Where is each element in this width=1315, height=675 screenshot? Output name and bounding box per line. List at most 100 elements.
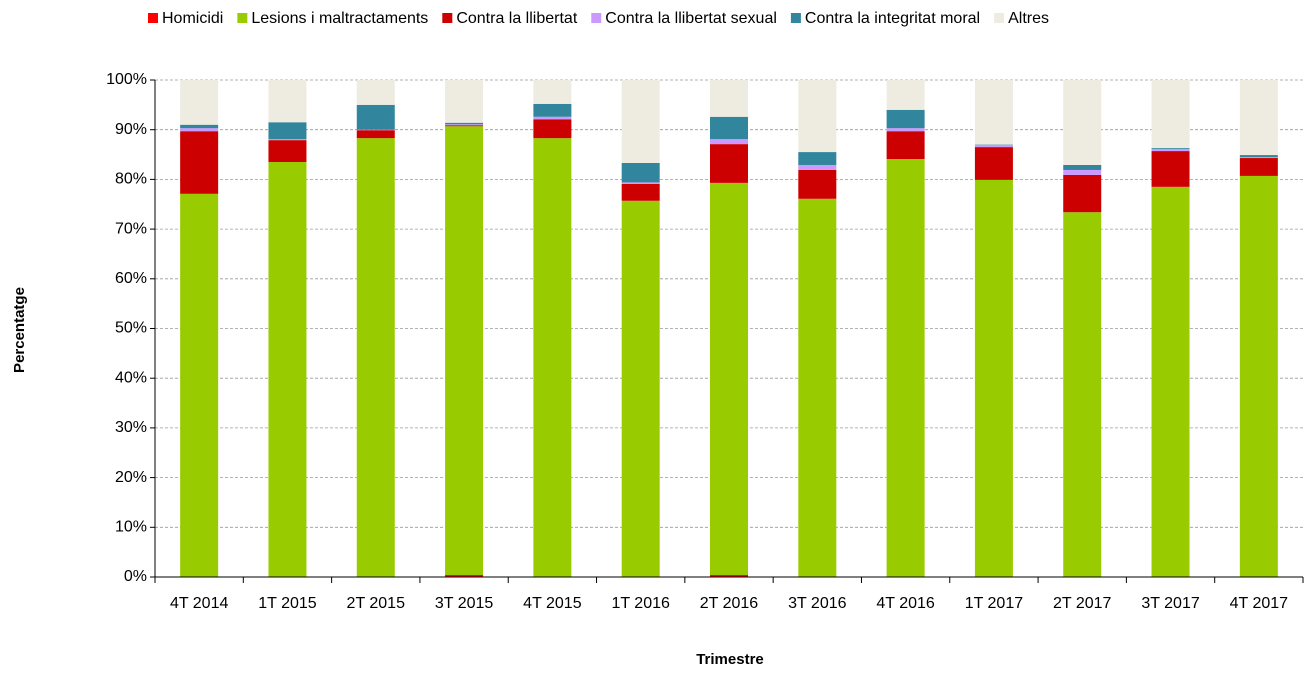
y-tick-label: 60% bbox=[115, 270, 147, 287]
bar-segment bbox=[1240, 158, 1278, 176]
legend-swatch bbox=[237, 13, 247, 23]
bar-segment bbox=[1240, 157, 1278, 158]
legend-label: Contra la llibertat bbox=[456, 10, 578, 27]
legend-label: Contra la integritat moral bbox=[805, 10, 980, 27]
bar-segment bbox=[798, 165, 836, 170]
bar-segment bbox=[357, 130, 395, 138]
y-tick-label: 80% bbox=[115, 171, 147, 188]
y-tick-label: 90% bbox=[115, 121, 147, 138]
bar-segment bbox=[887, 80, 925, 110]
bar-segment bbox=[533, 117, 571, 119]
bar-segment bbox=[268, 162, 306, 577]
bar-segment bbox=[622, 182, 660, 183]
bar-segment bbox=[1063, 170, 1101, 175]
bar-segment bbox=[445, 123, 483, 124]
bar-segment bbox=[445, 124, 483, 125]
legend-swatch bbox=[791, 13, 801, 23]
bar-segment bbox=[1240, 155, 1278, 157]
bar-segment bbox=[798, 80, 836, 152]
bar-segment bbox=[1063, 80, 1101, 165]
x-axis-label: Trimestre bbox=[696, 651, 764, 668]
bar-segment bbox=[180, 128, 218, 131]
bar-segment bbox=[710, 139, 748, 144]
bar-segment bbox=[357, 105, 395, 130]
bar-segment bbox=[975, 145, 1013, 147]
y-tick-label: 70% bbox=[115, 220, 147, 237]
bar-segment bbox=[180, 131, 218, 194]
x-tick-label: 3T 2015 bbox=[435, 595, 494, 612]
bar-segment bbox=[180, 125, 218, 128]
legend-label: Homicidi bbox=[162, 10, 223, 27]
bar-segment bbox=[445, 125, 483, 126]
x-tick-label: 3T 2017 bbox=[1141, 595, 1200, 612]
x-tick-label: 4T 2015 bbox=[523, 595, 582, 612]
bar-segment bbox=[887, 159, 925, 577]
bar-segment bbox=[1063, 175, 1101, 212]
legend-swatch bbox=[442, 13, 452, 23]
bar-segment bbox=[533, 119, 571, 138]
bar-segment bbox=[533, 80, 571, 104]
y-tick-label: 0% bbox=[124, 568, 147, 585]
bar-segment bbox=[887, 131, 925, 159]
bar-segment bbox=[357, 138, 395, 577]
x-tick-label: 4T 2014 bbox=[170, 595, 229, 612]
bar-segment bbox=[268, 140, 306, 162]
bar-segment bbox=[1152, 80, 1190, 148]
y-tick-label: 10% bbox=[115, 519, 147, 536]
bar-segment bbox=[622, 80, 660, 163]
bar-segment bbox=[798, 170, 836, 199]
legend-label: Lesions i maltractaments bbox=[251, 10, 428, 27]
bar-segment bbox=[1240, 80, 1278, 155]
x-tick-label: 4T 2017 bbox=[1230, 595, 1289, 612]
bar-segment bbox=[975, 147, 1013, 180]
bar-segment bbox=[887, 110, 925, 128]
bar-segment bbox=[710, 144, 748, 183]
x-tick-label: 1T 2017 bbox=[965, 595, 1024, 612]
x-tick-label: 2T 2015 bbox=[347, 595, 406, 612]
bar-segment bbox=[1152, 148, 1190, 149]
bar-segment bbox=[533, 138, 571, 577]
bar-segment bbox=[710, 183, 748, 575]
bar-segment bbox=[268, 80, 306, 122]
bar-segment bbox=[710, 117, 748, 139]
x-tick-label: 1T 2015 bbox=[258, 595, 317, 612]
bar-segment bbox=[1240, 176, 1278, 577]
bar-segment bbox=[798, 199, 836, 577]
y-tick-label: 100% bbox=[106, 71, 147, 88]
bar-segment bbox=[268, 122, 306, 139]
x-tick-label: 2T 2017 bbox=[1053, 595, 1112, 612]
bar-segment bbox=[1152, 187, 1190, 577]
bar-segment bbox=[975, 80, 1013, 145]
x-tick-label: 1T 2016 bbox=[611, 595, 670, 612]
bar-segment bbox=[1152, 149, 1190, 151]
y-tick-label: 30% bbox=[115, 419, 147, 436]
x-tick-label: 3T 2016 bbox=[788, 595, 847, 612]
bar-segment bbox=[1063, 212, 1101, 577]
x-tick-label: 4T 2016 bbox=[876, 595, 935, 612]
legend-swatch bbox=[591, 13, 601, 23]
bar-segment bbox=[268, 139, 306, 140]
bar-segment bbox=[1152, 151, 1190, 187]
bar-segment bbox=[1063, 165, 1101, 170]
y-tick-label: 50% bbox=[115, 320, 147, 337]
y-tick-label: 20% bbox=[115, 469, 147, 486]
bar-segment bbox=[975, 180, 1013, 577]
legend-swatch bbox=[994, 13, 1004, 23]
bar-segment bbox=[357, 80, 395, 105]
bar-segment bbox=[622, 163, 660, 182]
y-tick-label: 40% bbox=[115, 369, 147, 386]
legend-label: Altres bbox=[1008, 10, 1049, 27]
bar-segment bbox=[445, 80, 483, 123]
y-axis-label: Percentatge bbox=[11, 287, 28, 373]
bar-segment bbox=[622, 184, 660, 201]
bar-segment bbox=[445, 126, 483, 575]
bar-segment bbox=[622, 201, 660, 577]
bar-segment bbox=[798, 152, 836, 165]
bar-segment bbox=[180, 194, 218, 577]
bar-segment bbox=[533, 104, 571, 117]
legend-label: Contra la llibertat sexual bbox=[605, 10, 777, 27]
bar-segment bbox=[180, 80, 218, 125]
bar-segment bbox=[710, 80, 748, 117]
bar-segment bbox=[887, 128, 925, 131]
